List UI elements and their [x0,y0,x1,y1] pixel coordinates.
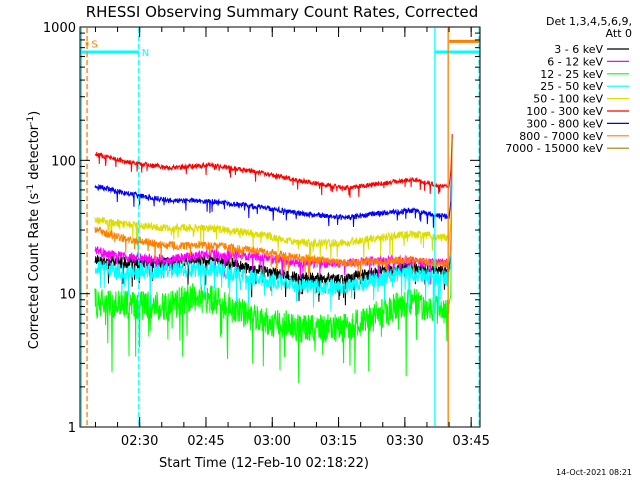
chart-title: RHESSI Observing Summary Count Rates, Co… [86,3,479,21]
series-line [94,136,453,285]
legend-entry-label: 3 - 6 keV [554,43,603,56]
legend-entry-label: 300 - 800 keV [526,117,603,130]
x-tick-label: 03:45 [452,434,489,449]
series-line [94,136,453,228]
flag-bars-group: SN [80,40,480,59]
series-line [94,136,453,278]
y-tick-label: 1 [68,421,76,436]
legend-entry-label: 7000 - 15000 keV [505,142,603,155]
y-tick-label: 10 [59,288,76,303]
plot-frame [79,26,481,428]
x-tick-label: 03:00 [254,434,291,449]
legend-header-attenuator: Att 0 [606,27,632,40]
series-line [94,136,453,383]
flag-bar-label: S [91,40,97,51]
x-tick-label: 03:15 [320,434,357,449]
legend-entry-label: 25 - 50 keV [540,80,603,93]
axes-group: 1 10 100 1000 02:30 02:45 03:00 03:15 03:30 03:45 [43,21,490,449]
legend-entry-label: 800 - 7000 keV [519,130,603,143]
series-line [94,136,453,313]
series-line [94,133,453,198]
legend-entry-label: 12 - 25 keV [540,68,603,81]
x-tick-label: 03:30 [386,434,423,449]
flag-bar-label: N [142,48,149,59]
series-line [94,136,453,306]
generation-timestamp: 14-Oct-2021 08:21 [556,468,632,477]
y-tick-label: 1000 [43,21,76,36]
x-tick-label: 02:30 [121,434,158,449]
legend-entry-label: 6 - 12 keV [547,55,603,68]
y-axis-label: Corrected Count Rate (s-1 detector-1) [26,111,42,349]
y-tick-label: 100 [51,154,76,169]
x-axis-label: Start Time (12-Feb-10 02:18:22) [159,456,369,471]
legend-entry-label: 50 - 100 keV [533,93,603,106]
series-line [94,136,453,263]
plot-series-group [94,133,453,383]
x-tick-label: 02:45 [187,434,224,449]
legend-header-detectors: Det 1,3,4,5,6,9, [546,15,632,28]
legend-entry-label: 100 - 300 keV [526,105,603,118]
vertical-markers-group [80,28,480,426]
